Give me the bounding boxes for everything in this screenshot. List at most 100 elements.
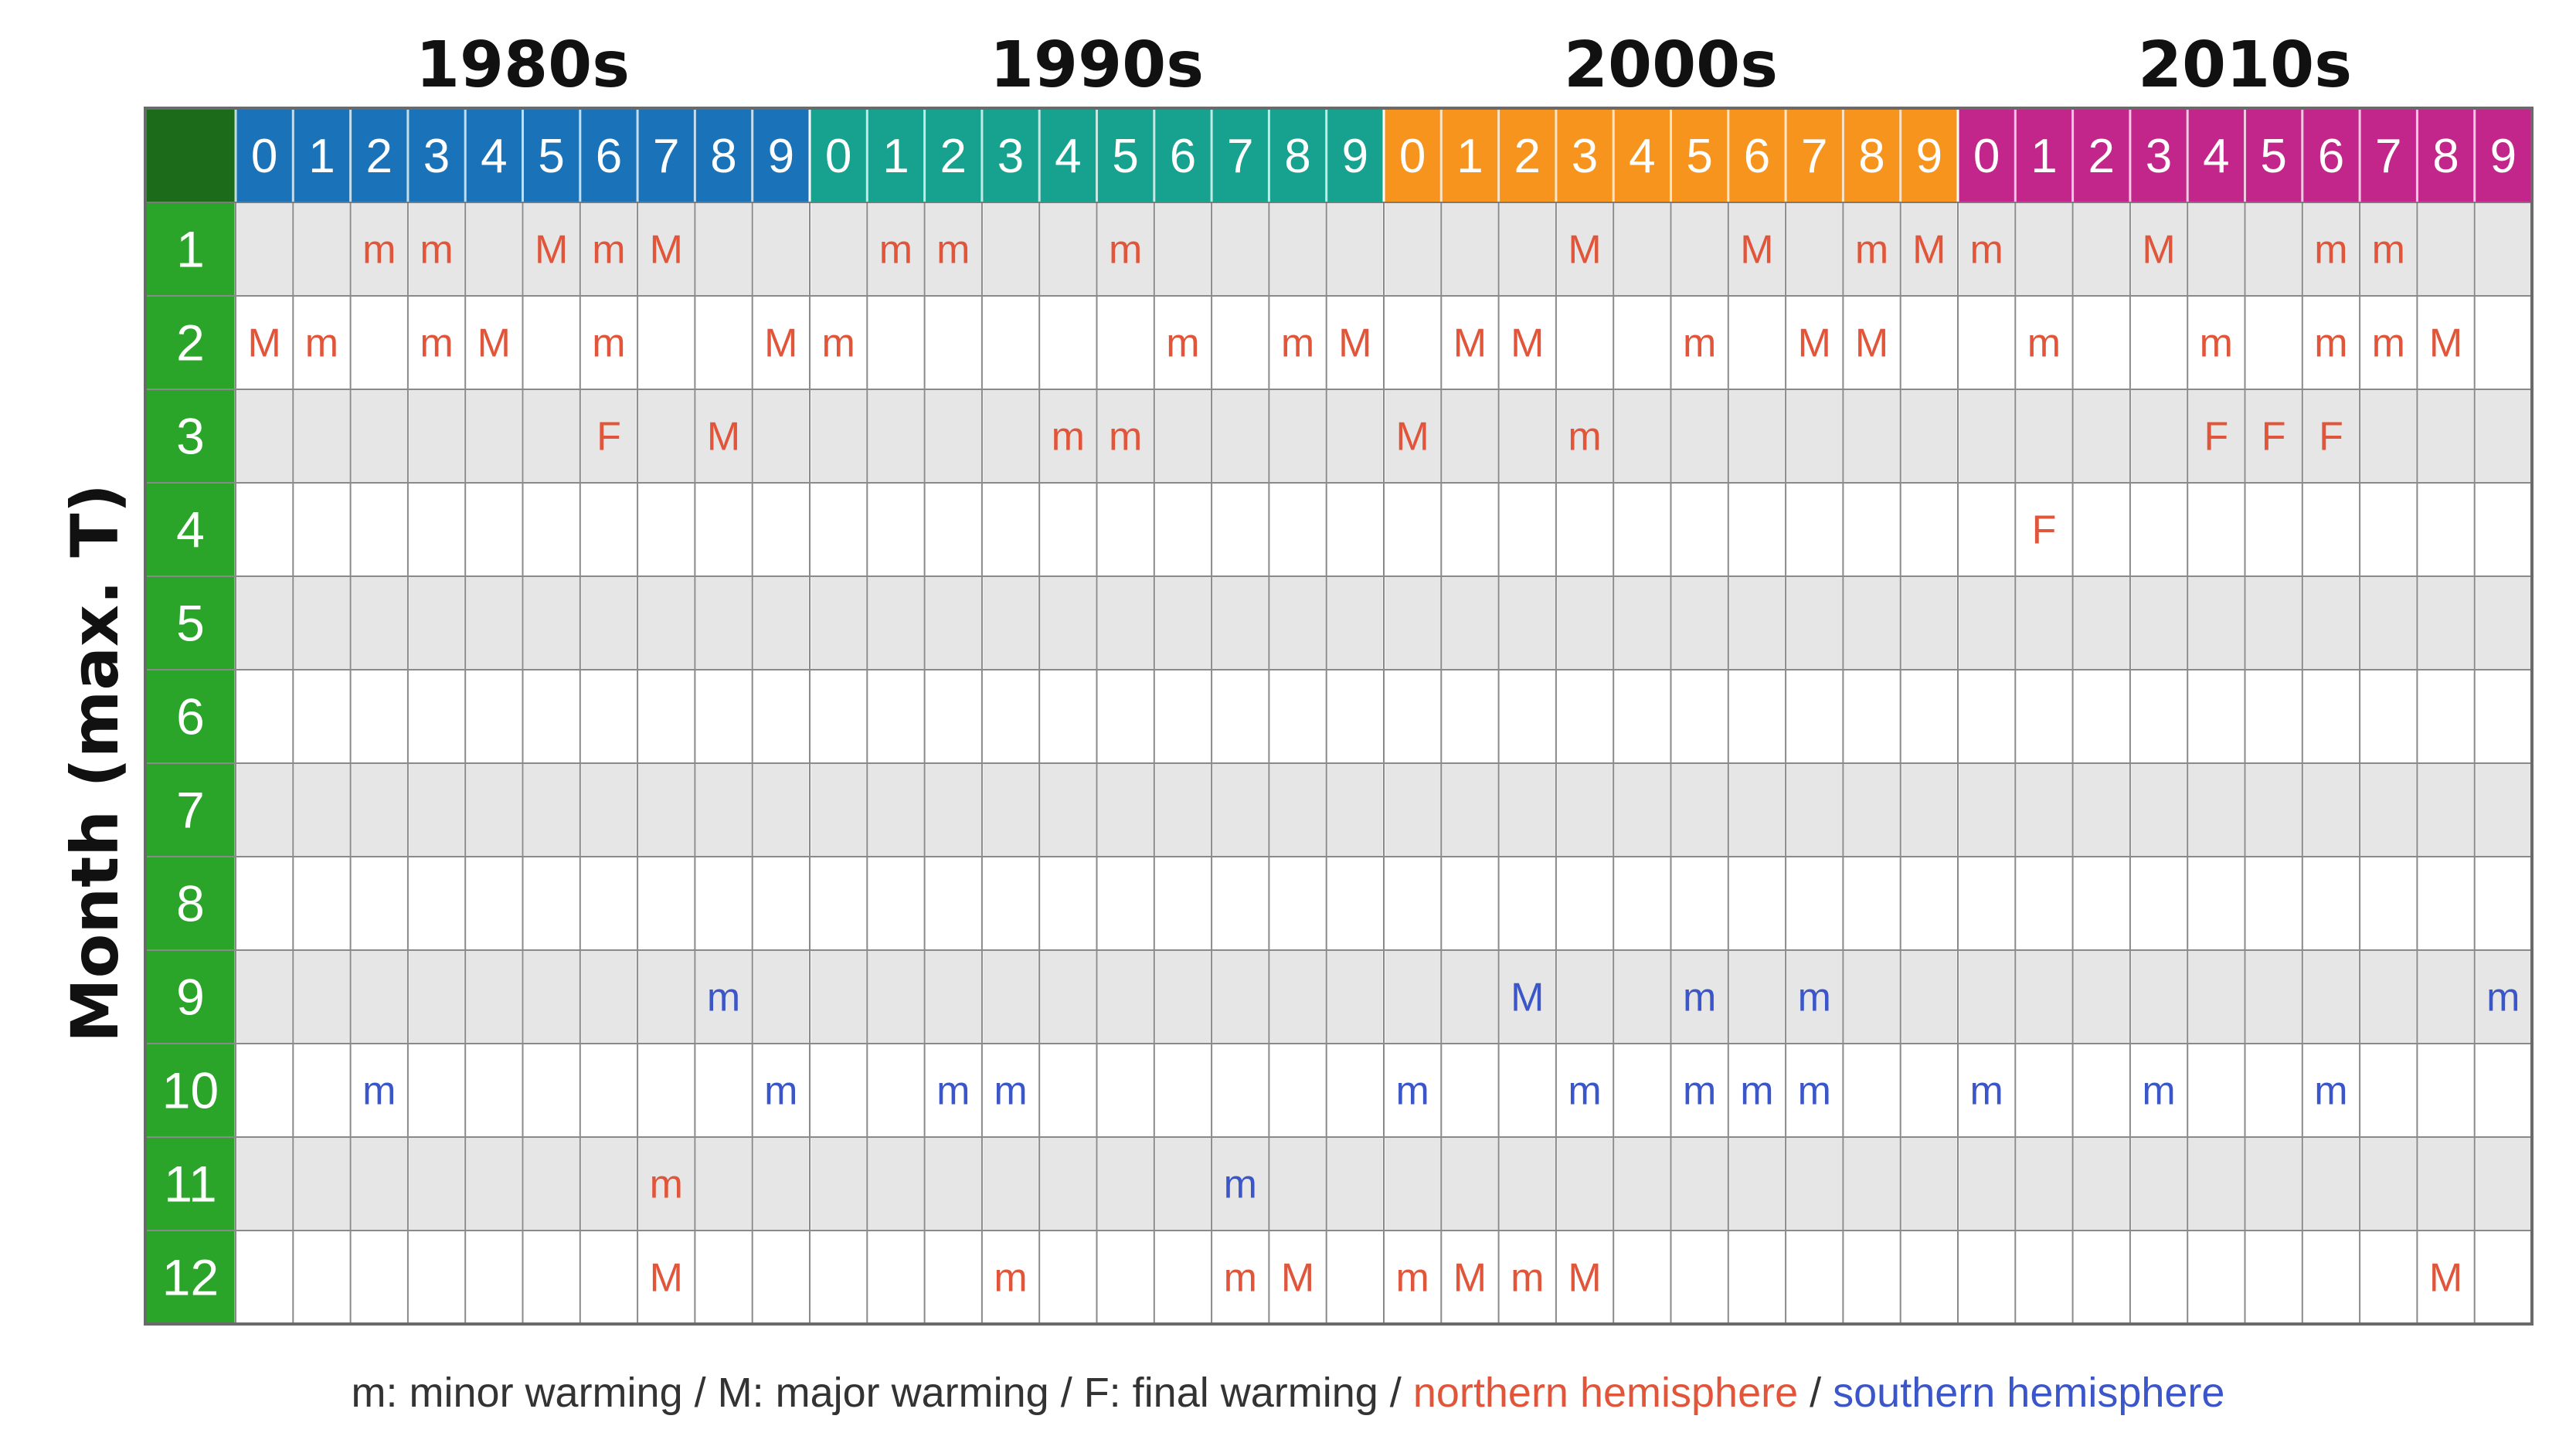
decade-label: 2010s (2138, 29, 2352, 102)
major-warming-mark: M (1568, 1256, 1601, 1301)
minor-warming-mark: m (1224, 1163, 1257, 1207)
year-digit-label: 7 (1801, 130, 1827, 183)
minor-warming-mark: m (1740, 1069, 1773, 1114)
minor-warming-mark: m (1683, 976, 1716, 1020)
major-warming-mark: M (1855, 321, 1888, 366)
major-warming-mark: M (707, 415, 740, 460)
year-digit-label: 3 (423, 130, 450, 183)
minor-warming-mark: m (1395, 1256, 1429, 1301)
decade-label: 1990s (990, 29, 1204, 102)
month-cell (145, 296, 236, 389)
minor-warming-mark: m (305, 321, 338, 366)
minor-warming-mark: m (879, 228, 912, 273)
major-warming-mark: M (1338, 321, 1371, 366)
major-warming-mark: M (1740, 228, 1773, 273)
minor-warming-mark: m (362, 1069, 396, 1114)
year-digit-label: 9 (1342, 130, 1368, 183)
decade-label: 2000s (1564, 29, 1778, 102)
minor-warming-mark: m (1109, 228, 1142, 273)
year-digit-label: 2 (1514, 130, 1541, 183)
month-cell (145, 202, 236, 296)
minor-warming-mark: m (1683, 1069, 1716, 1114)
minor-warming-mark: m (1511, 1256, 1544, 1301)
legend-northern-hemisphere: northern hemisphere (1412, 1370, 1799, 1416)
year-digit-label: 0 (251, 130, 277, 183)
year-digit-label: 6 (1170, 130, 1196, 183)
major-warming-mark: M (1568, 228, 1601, 273)
year-digit-label: 7 (653, 130, 679, 183)
minor-warming-mark: m (592, 228, 625, 273)
major-warming-mark: M (2429, 1256, 2462, 1301)
month-label: 1 (176, 221, 205, 278)
year-digit-label: 7 (2375, 130, 2401, 183)
year-digit-label: 0 (825, 130, 851, 183)
y-axis-label: Month (max. T) (57, 484, 133, 1043)
minor-warming-mark: m (1683, 321, 1716, 366)
minor-warming-mark: m (936, 228, 970, 273)
year-digit-label: 2 (2088, 130, 2115, 183)
header-corner (145, 108, 236, 202)
year-digit-label: 4 (1629, 130, 1655, 183)
month-cell (145, 857, 236, 950)
year-digit-label: 5 (1112, 130, 1138, 183)
major-warming-mark: M (1395, 415, 1429, 460)
decade-label: 1980s (416, 29, 630, 102)
major-warming-mark: M (1511, 321, 1544, 366)
year-digit-label: 1 (2031, 130, 2057, 183)
month-label: 9 (176, 969, 205, 1026)
final-warming-mark: F (596, 415, 621, 460)
minor-warming-mark: m (1568, 1069, 1601, 1114)
year-digit-label: 4 (2203, 130, 2229, 183)
month-cell (145, 950, 236, 1044)
legend: m: minor warming / M: major warming / F:… (0, 1369, 2576, 1417)
minor-warming-mark: m (420, 321, 453, 366)
major-warming-mark: M (1912, 228, 1946, 273)
minor-warming-mark: m (2027, 321, 2061, 366)
year-digit-label: 4 (1055, 130, 1081, 183)
minor-warming-mark: m (650, 1163, 683, 1207)
year-digit-label: 1 (308, 130, 335, 183)
minor-warming-mark: m (2314, 321, 2347, 366)
month-label: 7 (176, 782, 205, 839)
year-digit-label: 8 (1858, 130, 1884, 183)
year-digit-label: 5 (538, 130, 564, 183)
major-warming-mark: M (1281, 1256, 1314, 1301)
minor-warming-mark: m (821, 321, 855, 366)
month-label: 11 (164, 1156, 217, 1213)
minor-warming-mark: m (1568, 415, 1601, 460)
year-digit-label: 0 (1973, 130, 2000, 183)
final-warming-mark: F (2262, 415, 2286, 460)
year-digit-label: 5 (1686, 130, 1712, 183)
minor-warming-mark: m (2142, 1069, 2175, 1114)
final-warming-mark: F (2204, 415, 2228, 460)
month-label: 4 (176, 501, 205, 558)
minor-warming-mark: m (1281, 321, 1314, 366)
minor-warming-mark: m (2200, 321, 2233, 366)
year-digit-label: 4 (481, 130, 507, 183)
major-warming-mark: M (1511, 976, 1544, 1020)
decade-labels: 1980s 1990s 2000s 2010s (416, 29, 2352, 102)
minor-warming-mark: m (1224, 1256, 1257, 1301)
month-cell (145, 670, 236, 763)
minor-warming-mark: m (2372, 321, 2405, 366)
year-digit-label: 8 (2432, 130, 2459, 183)
month-cell (145, 1044, 236, 1137)
year-digit-label: 6 (596, 130, 622, 183)
minor-warming-mark: m (1969, 228, 2003, 273)
minor-warming-mark: m (2314, 228, 2347, 273)
minor-warming-mark: m (1798, 976, 1831, 1020)
major-warming-mark: M (1453, 321, 1487, 366)
month-cell (145, 763, 236, 857)
year-digit-label: 8 (710, 130, 736, 183)
year-digit-label: 6 (2318, 130, 2344, 183)
grid-lines (144, 107, 2534, 1326)
month-cell (145, 483, 236, 576)
year-digit-label: 8 (1284, 130, 1310, 183)
month-label: 10 (162, 1062, 219, 1119)
final-warming-mark: F (2319, 415, 2343, 460)
minor-warming-mark: m (2372, 228, 2405, 273)
month-cell (145, 389, 236, 483)
year-digit-label: 6 (1744, 130, 1770, 183)
